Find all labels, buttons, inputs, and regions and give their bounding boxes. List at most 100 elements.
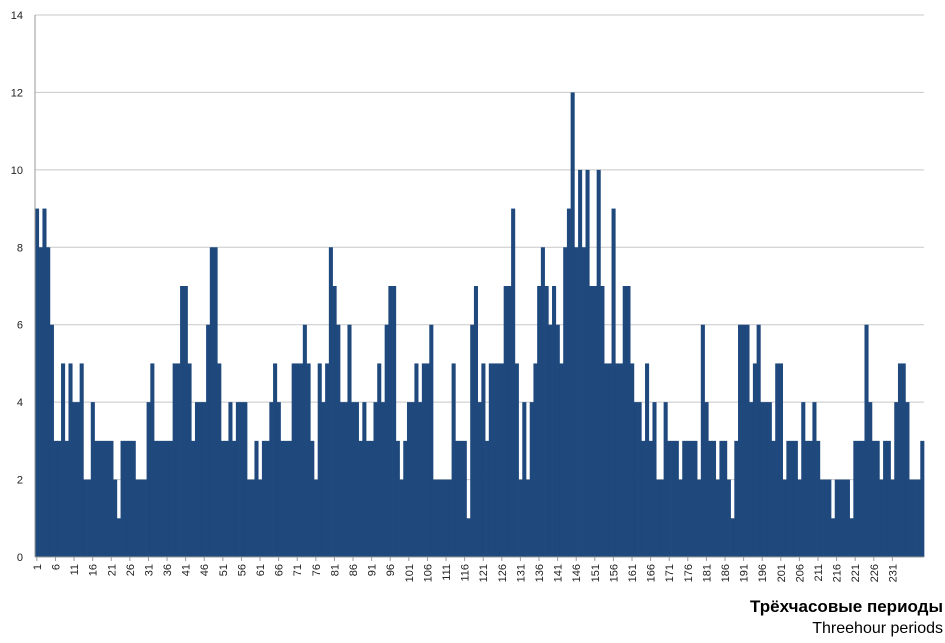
bar	[652, 402, 657, 557]
bar	[563, 247, 568, 558]
y-tick-label: 0	[17, 552, 23, 564]
bar	[354, 402, 359, 557]
bar	[708, 440, 713, 557]
bar	[399, 479, 404, 557]
bar	[726, 479, 731, 557]
bar	[403, 440, 408, 557]
x-tick-label: 86	[348, 564, 360, 576]
bar	[909, 479, 914, 557]
bar	[109, 440, 114, 557]
bar	[719, 440, 724, 557]
bar	[808, 440, 813, 557]
bar	[343, 402, 348, 557]
bar	[838, 479, 843, 557]
x-tick-label: 91	[367, 564, 379, 576]
bar	[685, 440, 691, 557]
bar	[332, 286, 337, 557]
bar	[280, 440, 285, 557]
bar	[317, 363, 322, 557]
x-tick-label: 201	[776, 564, 788, 582]
bar	[35, 208, 40, 557]
bar	[611, 208, 616, 557]
y-tick-label: 2	[17, 475, 23, 487]
x-tick-label: 51	[218, 564, 230, 576]
bar	[328, 247, 333, 558]
y-tick-label: 14	[11, 10, 23, 22]
bar	[615, 363, 620, 557]
bar	[228, 402, 233, 557]
bar	[172, 363, 177, 557]
bar	[570, 92, 575, 558]
bar	[797, 479, 802, 557]
bar	[161, 440, 166, 557]
bar	[630, 363, 635, 557]
bar	[325, 363, 330, 557]
bar	[715, 479, 720, 557]
bar	[388, 286, 393, 557]
bar	[64, 440, 69, 557]
bar	[771, 440, 776, 557]
bar	[786, 440, 791, 557]
bar	[287, 440, 293, 557]
bar	[261, 440, 266, 557]
bar	[202, 402, 207, 557]
x-tick-label: 1	[32, 564, 44, 570]
bar	[585, 169, 590, 558]
bar	[697, 479, 702, 557]
bar	[243, 402, 248, 557]
bar	[641, 440, 646, 557]
x-tick-label: 226	[869, 564, 881, 582]
bar	[626, 286, 631, 557]
bar	[518, 479, 523, 557]
bar	[552, 286, 557, 557]
bar	[756, 324, 761, 557]
bar	[738, 324, 743, 557]
bar	[347, 324, 352, 557]
y-tick-label: 4	[17, 397, 23, 409]
bar	[477, 402, 482, 557]
bar	[90, 402, 95, 557]
bar	[410, 402, 415, 557]
bar	[842, 479, 847, 557]
bar	[83, 479, 88, 557]
bar	[897, 363, 903, 557]
bar	[659, 479, 664, 557]
bar	[258, 479, 263, 557]
bar	[596, 169, 601, 558]
bar	[406, 402, 412, 557]
x-tick-label: 111	[441, 564, 453, 581]
bar	[168, 440, 173, 557]
x-tick-label: 21	[106, 564, 118, 576]
x-tick-label: 101	[404, 564, 416, 582]
bar	[704, 402, 709, 557]
bar	[678, 479, 683, 557]
x-tick-label: 191	[739, 564, 751, 582]
bar	[555, 324, 560, 557]
bar	[581, 247, 586, 558]
bar	[537, 286, 542, 557]
bar	[875, 440, 880, 557]
bar	[239, 402, 244, 557]
bar	[101, 440, 107, 557]
x-tick-label: 231	[887, 564, 899, 582]
y-tick-label: 6	[17, 320, 23, 332]
bar	[574, 247, 579, 558]
bar	[499, 363, 505, 557]
bar	[154, 440, 159, 557]
bar	[127, 440, 133, 557]
bar	[618, 363, 624, 557]
x-tick-label: 166	[646, 564, 658, 582]
x-tick-label: 46	[199, 564, 211, 576]
bar	[905, 402, 910, 557]
bar	[633, 402, 638, 557]
bar	[488, 363, 493, 557]
x-tick-label: 61	[255, 564, 267, 576]
bar	[600, 286, 605, 557]
bar	[749, 402, 754, 557]
x-tick-label: 196	[757, 564, 769, 582]
bar	[671, 440, 676, 557]
bar	[440, 479, 445, 557]
bar	[522, 402, 527, 557]
bar	[462, 440, 467, 557]
bar	[351, 402, 356, 557]
